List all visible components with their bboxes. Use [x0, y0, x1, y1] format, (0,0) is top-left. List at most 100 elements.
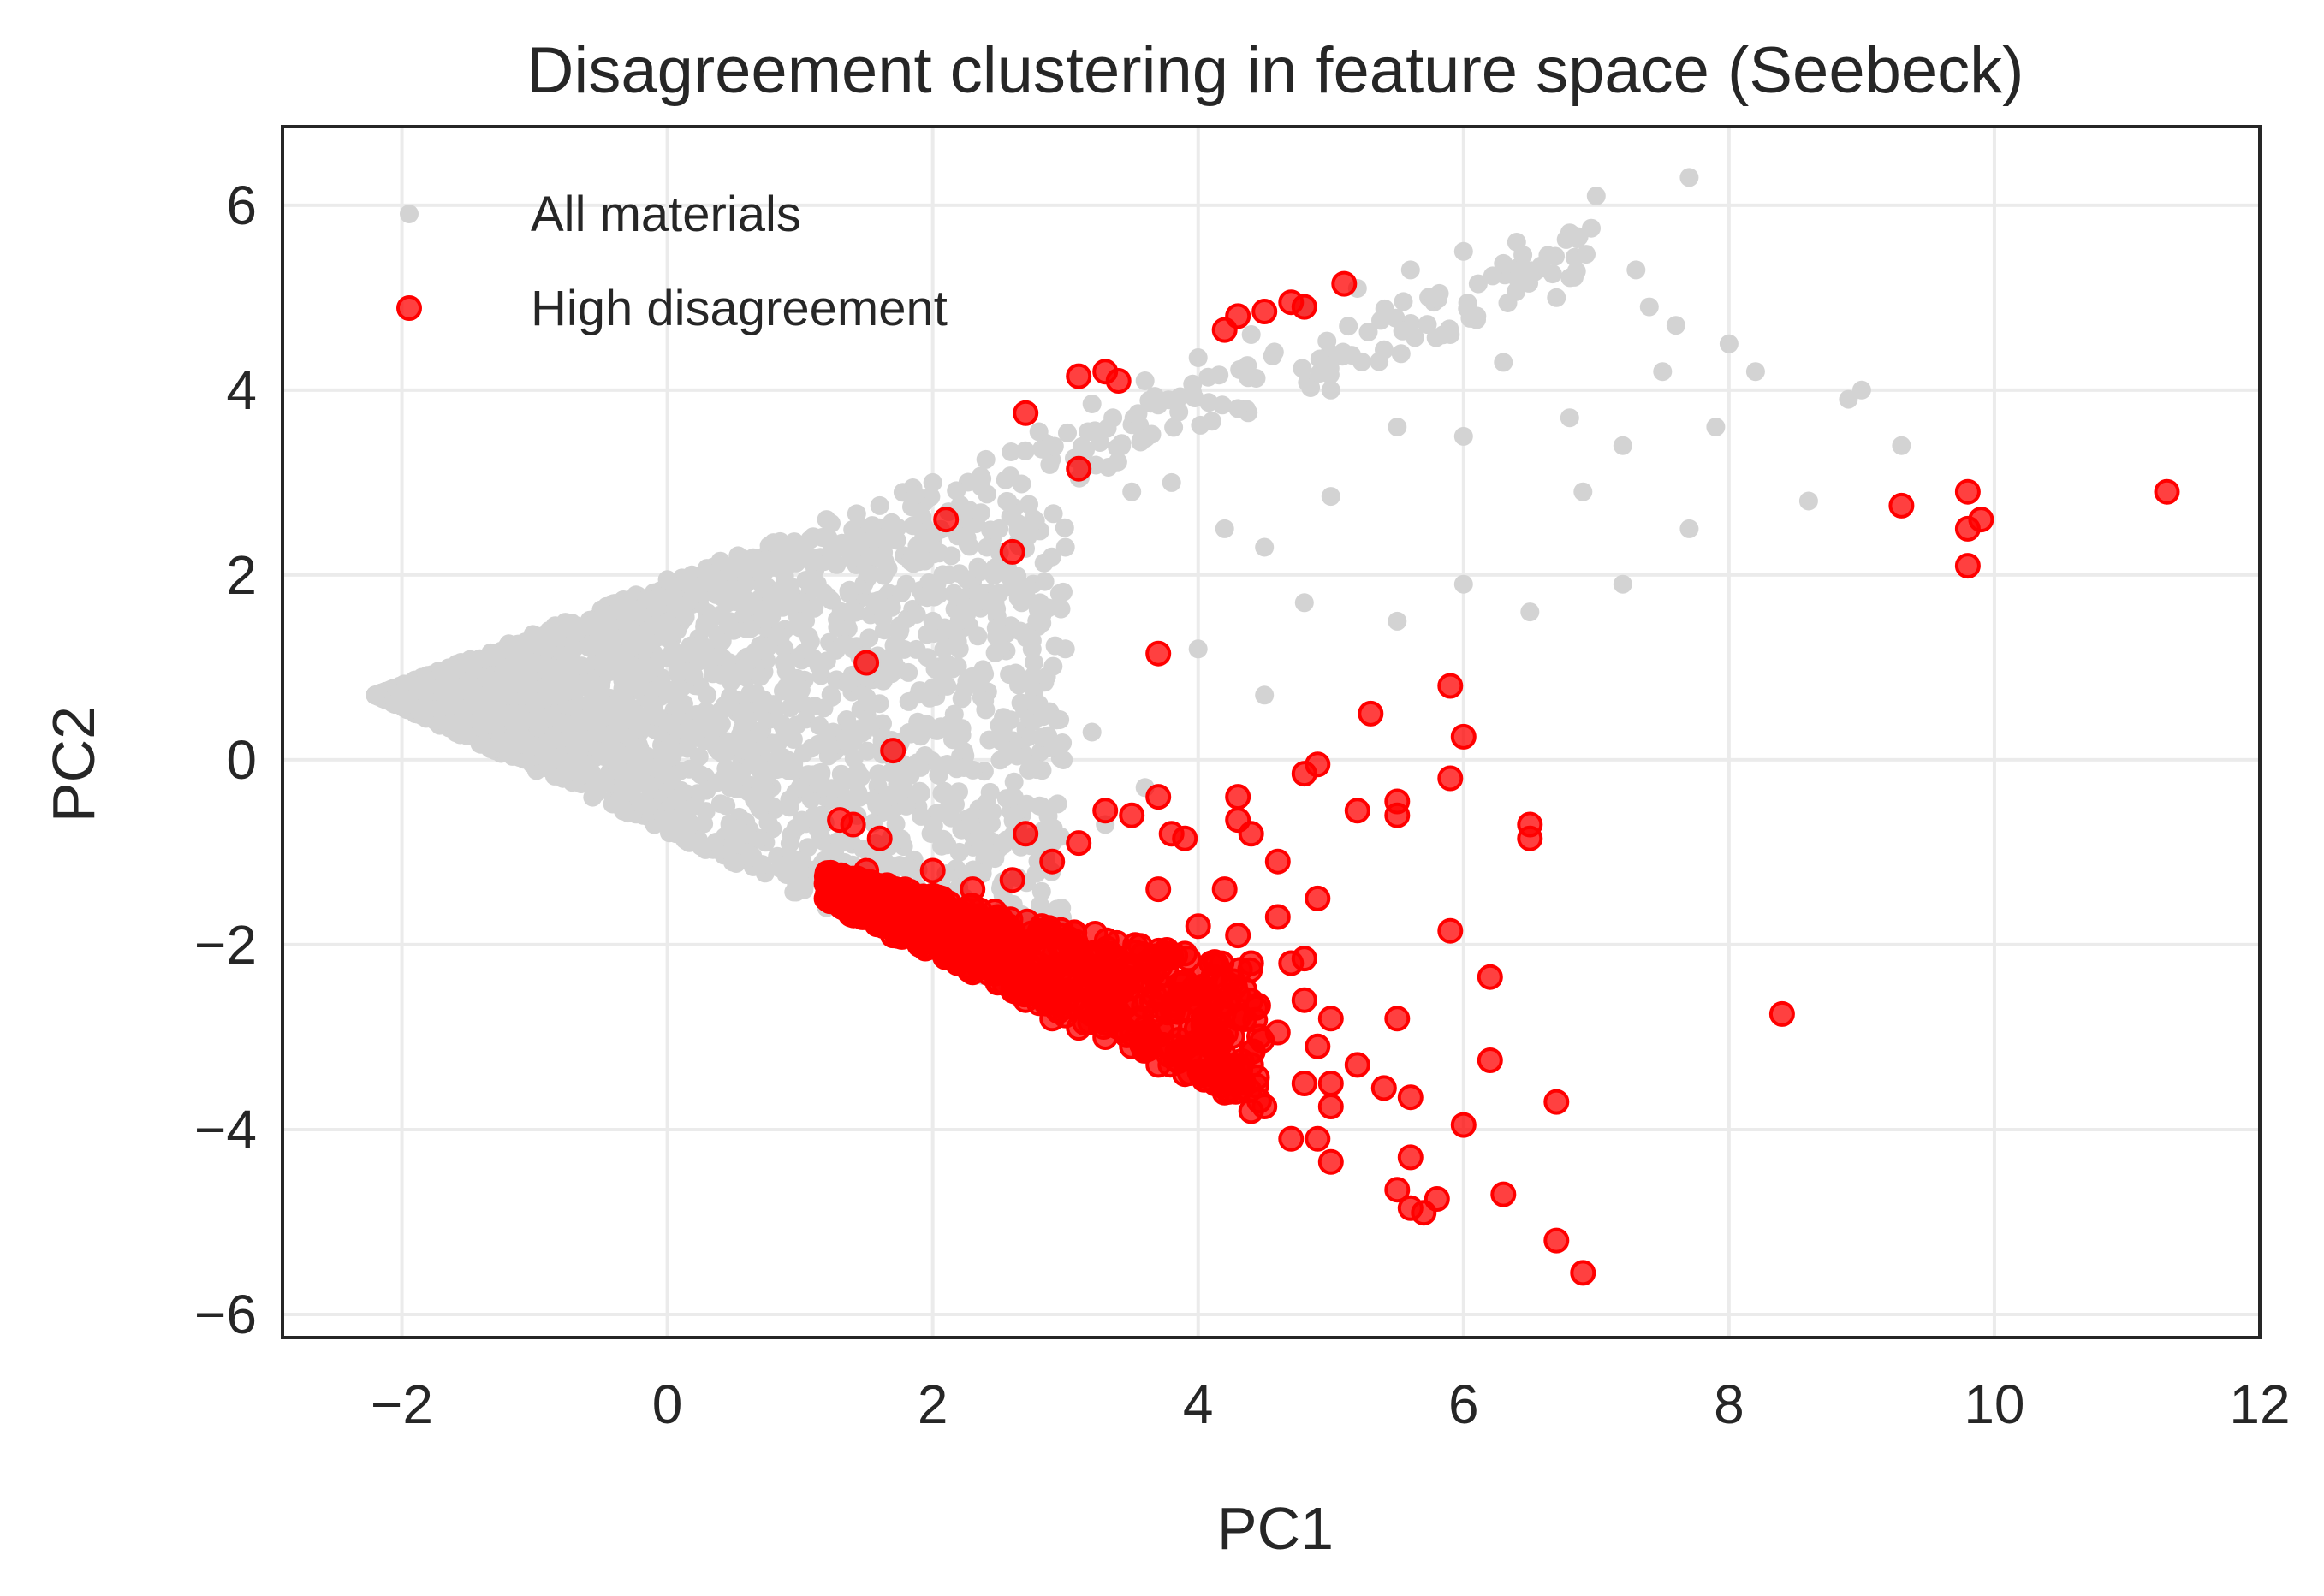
point-all-materials — [818, 528, 838, 548]
point-all-materials — [790, 861, 810, 881]
point-high-disagreement — [999, 867, 1025, 893]
point-high-disagreement — [1477, 964, 1503, 990]
point-all-materials — [1164, 418, 1184, 437]
point-all-materials — [861, 565, 881, 584]
point-high-disagreement — [1264, 848, 1291, 875]
point-all-materials — [626, 737, 645, 756]
point-all-materials — [556, 756, 576, 776]
point-all-materials — [783, 730, 803, 749]
point-all-materials — [861, 695, 881, 715]
point-all-materials — [645, 658, 664, 678]
point-all-materials — [997, 830, 1016, 850]
point-all-materials — [500, 744, 520, 762]
x-tick-label: −2 — [371, 1374, 433, 1435]
point-all-materials — [949, 639, 969, 659]
point-high-disagreement — [1317, 1006, 1344, 1032]
point-all-materials — [633, 755, 653, 774]
point-all-materials — [535, 677, 555, 697]
point-all-materials — [906, 604, 926, 624]
point-all-materials — [1310, 349, 1329, 369]
point-all-materials — [1044, 436, 1064, 456]
point-all-materials — [753, 786, 773, 805]
point-all-materials — [980, 782, 1000, 802]
point-all-materials — [1183, 383, 1203, 402]
point-all-materials — [615, 613, 635, 632]
point-high-disagreement — [1145, 640, 1172, 667]
point-all-materials — [1468, 274, 1488, 294]
point-high-disagreement — [1013, 821, 1039, 847]
point-high-disagreement — [1066, 830, 1092, 857]
point-all-materials — [987, 599, 1007, 619]
point-all-materials — [1586, 187, 1606, 205]
point-high-disagreement — [1251, 299, 1278, 324]
point-all-materials — [640, 633, 660, 653]
legend-marker-all-materials — [400, 205, 419, 223]
point-all-materials — [770, 627, 790, 647]
point-all-materials — [848, 783, 868, 803]
point-all-materials — [1388, 611, 1407, 631]
legend: All materials High disagreement — [396, 187, 948, 336]
point-high-disagreement — [2154, 478, 2180, 505]
point-all-materials — [679, 570, 698, 590]
point-high-disagreement — [972, 940, 999, 967]
x-tick-label: 4 — [1183, 1374, 1214, 1435]
point-all-materials — [1054, 582, 1073, 602]
point-all-materials — [1043, 834, 1062, 853]
point-all-materials — [790, 778, 810, 798]
point-high-disagreement — [1424, 1186, 1450, 1212]
point-all-materials — [984, 561, 1002, 580]
point-high-disagreement — [1305, 751, 1331, 778]
point-high-disagreement — [1066, 455, 1092, 482]
point-all-materials — [588, 722, 608, 742]
point-all-materials — [586, 631, 606, 650]
point-all-materials — [525, 736, 544, 756]
point-high-disagreement — [1066, 1015, 1092, 1041]
point-all-materials — [1038, 598, 1058, 618]
point-all-materials — [1507, 233, 1526, 252]
point-all-materials — [1188, 639, 1208, 659]
point-all-materials — [978, 484, 996, 504]
point-all-materials — [538, 758, 557, 778]
point-all-materials — [1239, 365, 1259, 385]
point-all-materials — [1122, 482, 1142, 501]
point-all-materials — [1038, 726, 1058, 745]
point-high-disagreement — [1768, 1000, 1795, 1027]
point-all-materials — [575, 709, 594, 729]
point-all-materials — [811, 805, 831, 825]
point-all-materials — [698, 685, 717, 705]
point-all-materials — [389, 683, 409, 703]
point-high-disagreement — [1344, 798, 1370, 824]
point-all-materials — [1428, 289, 1447, 309]
point-all-materials — [1002, 442, 1021, 461]
point-all-materials — [909, 552, 929, 572]
point-all-materials — [830, 834, 850, 853]
point-all-materials — [1043, 504, 1063, 524]
point-all-materials — [923, 679, 942, 698]
point-high-disagreement — [1384, 802, 1411, 828]
point-all-materials — [756, 610, 776, 630]
point-all-materials — [952, 689, 972, 709]
point-all-materials — [608, 756, 627, 776]
point-all-materials — [828, 618, 847, 637]
point-all-materials — [1321, 380, 1340, 400]
point-all-materials — [827, 555, 847, 574]
point-all-materials — [680, 644, 699, 663]
point-all-materials — [490, 731, 509, 751]
point-all-materials — [952, 820, 972, 840]
point-all-materials — [877, 787, 897, 807]
point-all-materials — [948, 656, 967, 676]
point-all-materials — [1393, 321, 1412, 341]
point-all-materials — [1025, 653, 1043, 673]
point-all-materials — [1839, 389, 1858, 409]
point-all-materials — [838, 673, 858, 692]
point-all-materials — [1418, 315, 1437, 335]
point-all-materials — [1241, 325, 1261, 344]
point-all-materials — [1560, 408, 1579, 428]
point-all-materials — [737, 553, 756, 573]
point-all-materials — [1002, 741, 1022, 761]
point-all-materials — [647, 596, 667, 616]
point-all-materials — [703, 647, 722, 667]
point-all-materials — [621, 638, 640, 658]
point-all-materials — [664, 590, 684, 609]
point-all-materials — [1029, 695, 1049, 715]
